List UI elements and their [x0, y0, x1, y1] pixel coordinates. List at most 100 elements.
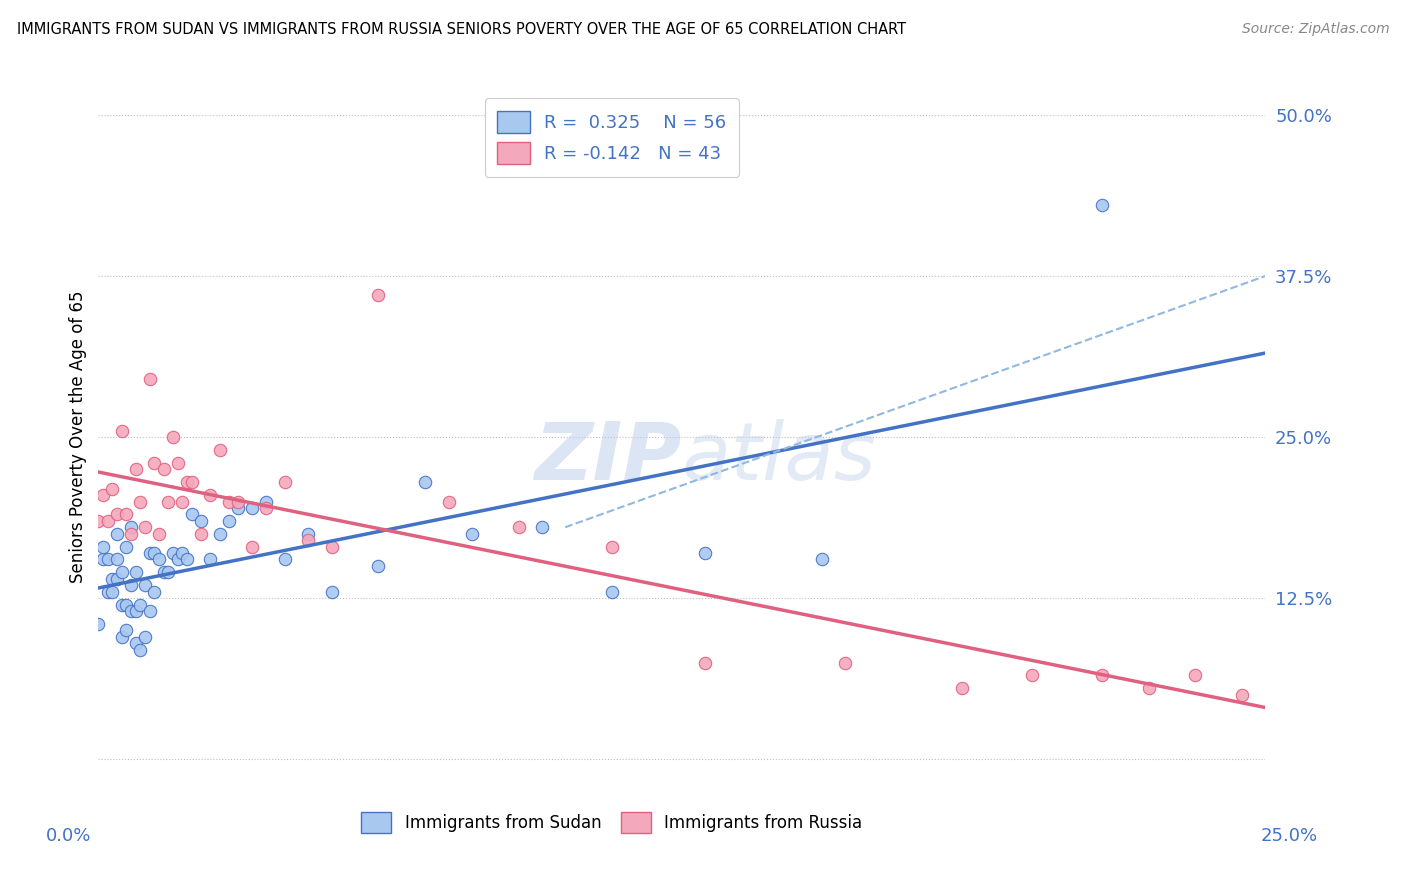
Point	[125, 566, 148, 580]
Point	[367, 288, 389, 302]
Point	[91, 488, 114, 502]
Point	[190, 526, 212, 541]
Point	[111, 630, 134, 644]
Point	[143, 584, 166, 599]
Point	[172, 546, 194, 560]
Point	[143, 456, 166, 470]
Point	[1137, 681, 1160, 696]
Point	[105, 508, 128, 522]
Point	[115, 598, 138, 612]
Text: 0.0%: 0.0%	[46, 827, 91, 845]
Point	[228, 500, 250, 515]
Point	[105, 552, 128, 566]
Point	[600, 584, 623, 599]
Point	[148, 552, 170, 566]
Point	[180, 475, 202, 490]
Point	[152, 566, 174, 580]
Point	[274, 552, 297, 566]
Text: atlas: atlas	[682, 419, 877, 497]
Point	[256, 500, 278, 515]
Point	[139, 372, 162, 386]
Point	[120, 526, 142, 541]
Point	[208, 526, 231, 541]
Point	[152, 462, 174, 476]
Legend: Immigrants from Sudan, Immigrants from Russia: Immigrants from Sudan, Immigrants from R…	[354, 805, 869, 839]
Point	[166, 552, 188, 566]
Point	[134, 520, 156, 534]
Point	[91, 552, 114, 566]
Point	[242, 540, 264, 554]
Point	[120, 604, 142, 618]
Point	[91, 540, 114, 554]
Point	[176, 552, 198, 566]
Point	[1021, 668, 1043, 682]
Point	[125, 462, 148, 476]
Point	[180, 508, 202, 522]
Point	[162, 430, 184, 444]
Text: 25.0%: 25.0%	[1261, 827, 1317, 845]
Point	[950, 681, 973, 696]
Point	[120, 578, 142, 592]
Point	[413, 475, 436, 490]
Point	[166, 456, 188, 470]
Point	[200, 488, 222, 502]
Text: Source: ZipAtlas.com: Source: ZipAtlas.com	[1241, 22, 1389, 37]
Point	[97, 584, 120, 599]
Point	[111, 598, 134, 612]
Point	[129, 494, 152, 508]
Point	[811, 552, 834, 566]
Point	[256, 494, 278, 508]
Point	[134, 578, 156, 592]
Point	[115, 624, 138, 638]
Point	[129, 642, 152, 657]
Point	[125, 636, 148, 650]
Point	[97, 552, 120, 566]
Point	[105, 572, 128, 586]
Point	[120, 520, 142, 534]
Point	[134, 630, 156, 644]
Point	[101, 584, 124, 599]
Point	[200, 552, 222, 566]
Point	[242, 500, 264, 515]
Point	[111, 566, 134, 580]
Point	[176, 475, 198, 490]
Point	[148, 526, 170, 541]
Point	[87, 616, 110, 631]
Point	[97, 514, 120, 528]
Point	[367, 558, 389, 573]
Point	[1091, 198, 1114, 212]
Point	[125, 604, 148, 618]
Point	[101, 572, 124, 586]
Point	[600, 540, 623, 554]
Point	[297, 533, 319, 548]
Point	[101, 482, 124, 496]
Point	[321, 540, 343, 554]
Text: IMMIGRANTS FROM SUDAN VS IMMIGRANTS FROM RUSSIA SENIORS POVERTY OVER THE AGE OF : IMMIGRANTS FROM SUDAN VS IMMIGRANTS FROM…	[17, 22, 905, 37]
Y-axis label: Seniors Poverty Over the Age of 65: Seniors Poverty Over the Age of 65	[69, 291, 87, 583]
Point	[208, 442, 231, 457]
Point	[129, 598, 152, 612]
Point	[157, 566, 180, 580]
Point	[162, 546, 184, 560]
Text: ZIP: ZIP	[534, 419, 682, 497]
Point	[111, 424, 134, 438]
Point	[274, 475, 297, 490]
Point	[105, 526, 128, 541]
Point	[115, 540, 138, 554]
Point	[139, 546, 162, 560]
Point	[157, 494, 180, 508]
Point	[437, 494, 460, 508]
Point	[1230, 688, 1253, 702]
Point	[87, 514, 110, 528]
Point	[508, 520, 530, 534]
Point	[834, 656, 856, 670]
Point	[321, 584, 343, 599]
Point	[172, 494, 194, 508]
Point	[461, 526, 484, 541]
Point	[1184, 668, 1206, 682]
Point	[297, 526, 319, 541]
Point	[530, 520, 553, 534]
Point	[695, 656, 717, 670]
Point	[218, 494, 240, 508]
Point	[695, 546, 717, 560]
